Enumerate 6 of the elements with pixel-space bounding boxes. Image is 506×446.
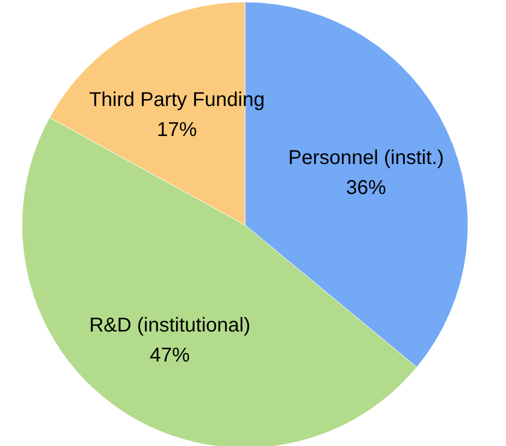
slice-label: R&D (institutional): [89, 314, 250, 337]
slice-label: Third Party Funding: [89, 88, 265, 111]
data-label: 17%: [156, 118, 198, 141]
data-label: 36%: [346, 177, 386, 200]
data-label: 47%: [150, 344, 190, 367]
slice-label: Personnel (instit.): [288, 147, 444, 170]
